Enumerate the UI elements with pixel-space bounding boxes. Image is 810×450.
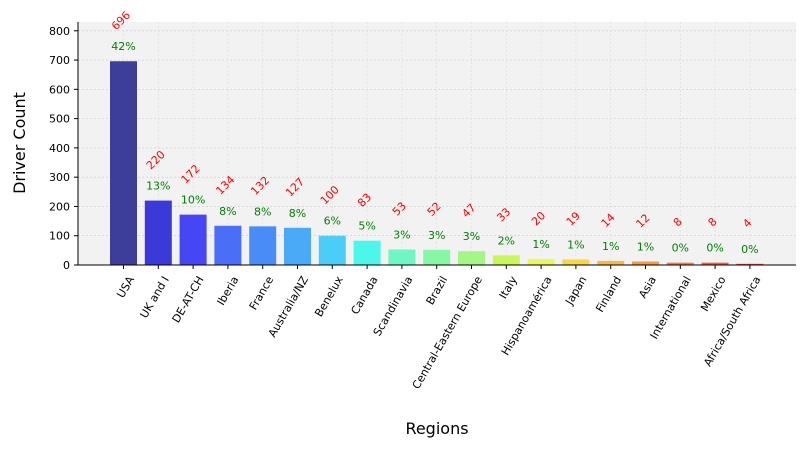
x-tick-label: UK and I [137, 274, 171, 321]
percent-label: 6% [324, 215, 341, 228]
x-tick-label: France [247, 274, 277, 312]
y-tick-label: 700 [49, 54, 70, 67]
bar [562, 259, 590, 265]
x-tick-label: Asia [636, 274, 659, 300]
y-tick-label: 500 [49, 113, 70, 126]
bar [701, 262, 729, 265]
x-tick-label: Central-Eastern Europe [410, 274, 485, 392]
x-tick-label: Italy [497, 274, 520, 302]
bar [736, 263, 764, 265]
percent-label: 1% [602, 240, 619, 253]
y-tick-label: 300 [49, 171, 70, 184]
y-tick-label: 400 [49, 142, 70, 155]
bar [423, 249, 451, 265]
percent-label: 8% [254, 205, 271, 218]
bar [249, 226, 277, 265]
x-axis-title: Regions [405, 419, 468, 438]
x-tick-label: DE-AT-CH [170, 274, 207, 325]
bar [179, 214, 207, 265]
bar [597, 260, 625, 265]
x-tick-label: Canada [348, 274, 380, 317]
grid-lines [78, 22, 796, 266]
percent-label: 0% [706, 242, 723, 255]
percent-label: 3% [428, 229, 445, 242]
percent-label: 1% [637, 240, 654, 253]
percent-label: 8% [219, 205, 236, 218]
percent-label: 42% [111, 40, 135, 53]
bar [318, 235, 346, 265]
y-tick-label: 200 [49, 200, 70, 213]
bar [527, 259, 555, 265]
percent-label: 8% [289, 207, 306, 220]
x-tick-label: Brazil [424, 274, 451, 307]
percent-label: 0% [672, 242, 689, 255]
percent-label: 3% [463, 230, 480, 243]
percent-label: 0% [741, 243, 758, 256]
percent-label: 1% [567, 238, 584, 251]
x-tick-label: Benelux [312, 274, 346, 320]
bar [458, 251, 485, 265]
percent-label: 5% [358, 220, 375, 233]
percent-label: 13% [146, 180, 170, 193]
bar [388, 249, 416, 265]
bar [144, 200, 172, 265]
bar [284, 227, 311, 265]
x-tick-label: Finland [593, 274, 624, 315]
y-tick-label: 100 [49, 230, 70, 243]
bar [214, 225, 242, 265]
percent-label: 10% [181, 194, 205, 207]
percent-label: 1% [532, 238, 549, 251]
y-tick-label: 600 [49, 83, 70, 96]
y-axis-title: Driver Count [10, 92, 29, 194]
bar [492, 255, 520, 265]
x-tick-label: Mexico [698, 274, 729, 314]
bars-group [110, 61, 764, 266]
x-tick-label: Iberia [215, 274, 242, 308]
bar [110, 61, 137, 266]
y-axis: 0 100 200 300 400 500 600 700 800 [49, 22, 79, 272]
y-tick-label: 0 [63, 259, 70, 272]
percent-label: 3% [393, 228, 410, 241]
bar [353, 240, 381, 265]
x-tick-label: Japan [562, 274, 589, 308]
x-axis: USA UK and IDE-AT-CH Iberia FranceAustralia… [78, 264, 796, 392]
y-tick-label: 800 [49, 25, 70, 38]
bar [666, 262, 694, 265]
x-tick-label: USA [114, 274, 137, 301]
bar [632, 261, 659, 265]
percent-label: 2% [498, 234, 515, 247]
